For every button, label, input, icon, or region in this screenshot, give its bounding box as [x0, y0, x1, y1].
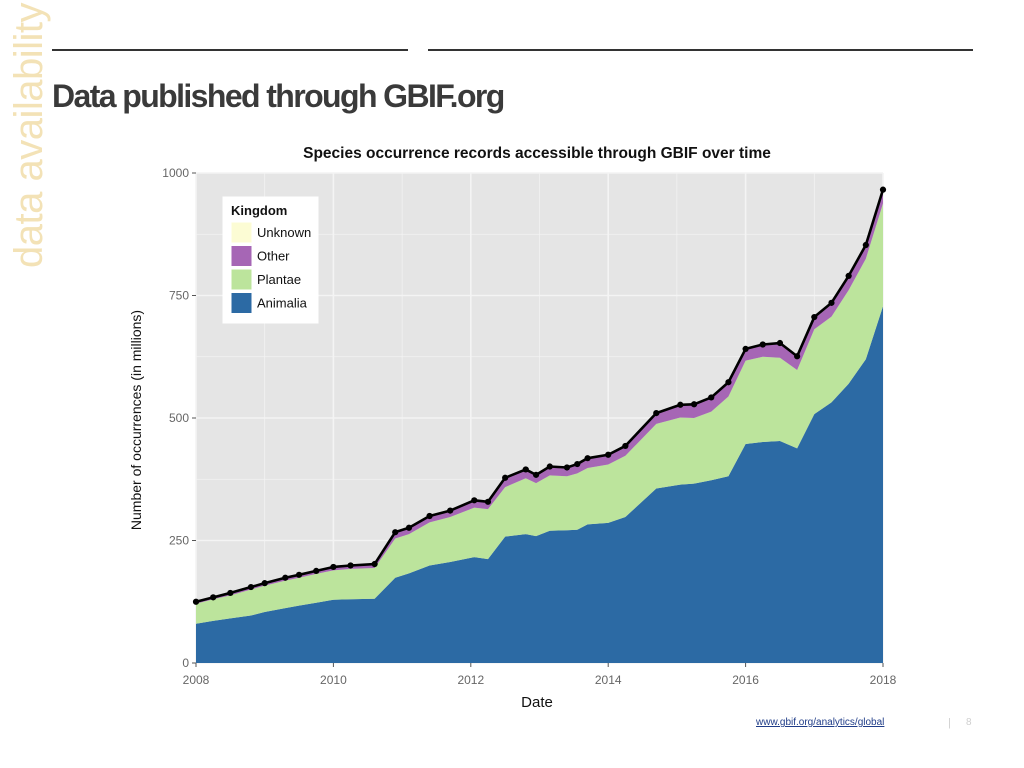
total-point	[502, 474, 509, 481]
total-point	[405, 524, 413, 531]
total-point	[794, 353, 801, 360]
total-point	[546, 463, 553, 470]
area-animalia	[196, 306, 883, 663]
total-point	[759, 341, 766, 348]
total-point	[447, 507, 454, 514]
y-axis-label: Number of occurrences (in millions)	[128, 310, 144, 530]
total-point	[605, 451, 612, 458]
legend-label-other: Other	[257, 249, 290, 264]
area-plantae	[196, 203, 883, 624]
total-point	[471, 497, 478, 504]
total-point	[708, 394, 715, 401]
total-point	[574, 460, 581, 468]
total-line	[195, 189, 885, 604]
x-tick-label: 2018	[870, 673, 897, 687]
total-point	[622, 442, 629, 450]
y-tick-label: 250	[169, 534, 189, 548]
legend-key-plantae	[230, 268, 253, 291]
page-separator: |	[948, 717, 951, 729]
x-axis-label: Date	[521, 694, 553, 711]
legend-key-other	[230, 245, 253, 267]
total-point	[282, 574, 289, 581]
legend-label-unknown: Unknown	[257, 225, 311, 240]
x-tick-label: 2010	[320, 673, 347, 687]
x-tick-label: 2012	[457, 673, 484, 687]
total-point	[426, 512, 433, 520]
x-tick-label: 2016	[732, 673, 759, 687]
total-point	[879, 186, 887, 193]
total-point	[392, 529, 399, 536]
total-point	[192, 598, 200, 605]
total-point	[522, 466, 529, 473]
header-rule-left	[52, 49, 408, 51]
total-point	[776, 339, 784, 347]
total-point	[210, 594, 217, 601]
total-point	[677, 401, 684, 408]
plot-area: 2008 2010 2012 2014 2016 2018 0 250 500 750 1000 Ki…	[162, 166, 896, 687]
y-tick-label: 1000	[162, 166, 189, 180]
total-point	[261, 580, 268, 587]
total-point	[828, 299, 835, 306]
y-tick-label: 500	[169, 411, 189, 425]
side-section-label: data availability	[7, 3, 51, 268]
total-point	[653, 410, 660, 417]
x-tick-label: 2008	[183, 673, 210, 687]
page-title: Data published through GBIF.org	[52, 78, 505, 114]
total-point	[371, 560, 378, 568]
y-tick-label: 0	[182, 656, 189, 670]
total-point	[845, 272, 852, 279]
legend-key-animalia	[230, 292, 253, 314]
total-point	[532, 471, 540, 478]
total-point	[484, 498, 492, 505]
y-tick-label: 750	[169, 289, 189, 303]
total-point	[742, 345, 749, 353]
page-number: 8	[966, 717, 972, 728]
source-link[interactable]: www.gbif.org/analytics/global	[756, 717, 885, 728]
total-point	[811, 313, 818, 321]
total-point	[563, 464, 571, 471]
legend-key-unknown	[230, 221, 253, 244]
chart-title: Species occurrence records accessible th…	[303, 145, 771, 162]
total-point	[295, 571, 303, 578]
total-point	[584, 455, 591, 462]
total-point	[313, 567, 320, 574]
header-rule-right	[428, 49, 973, 51]
x-tick-label: 2014	[595, 673, 622, 687]
total-point	[227, 589, 234, 597]
legend-label-plantae: Plantae	[257, 272, 301, 287]
total-point	[247, 583, 255, 591]
total-point	[347, 562, 354, 569]
total-point	[725, 379, 732, 386]
total-point	[330, 563, 337, 571]
total-point	[862, 241, 869, 249]
legend-title: Kingdom	[231, 203, 287, 218]
legend-label-animalia: Animalia	[257, 296, 308, 311]
stacked-area-chart: Species occurrence records accessible th…	[128, 145, 897, 711]
total-point	[690, 401, 698, 408]
